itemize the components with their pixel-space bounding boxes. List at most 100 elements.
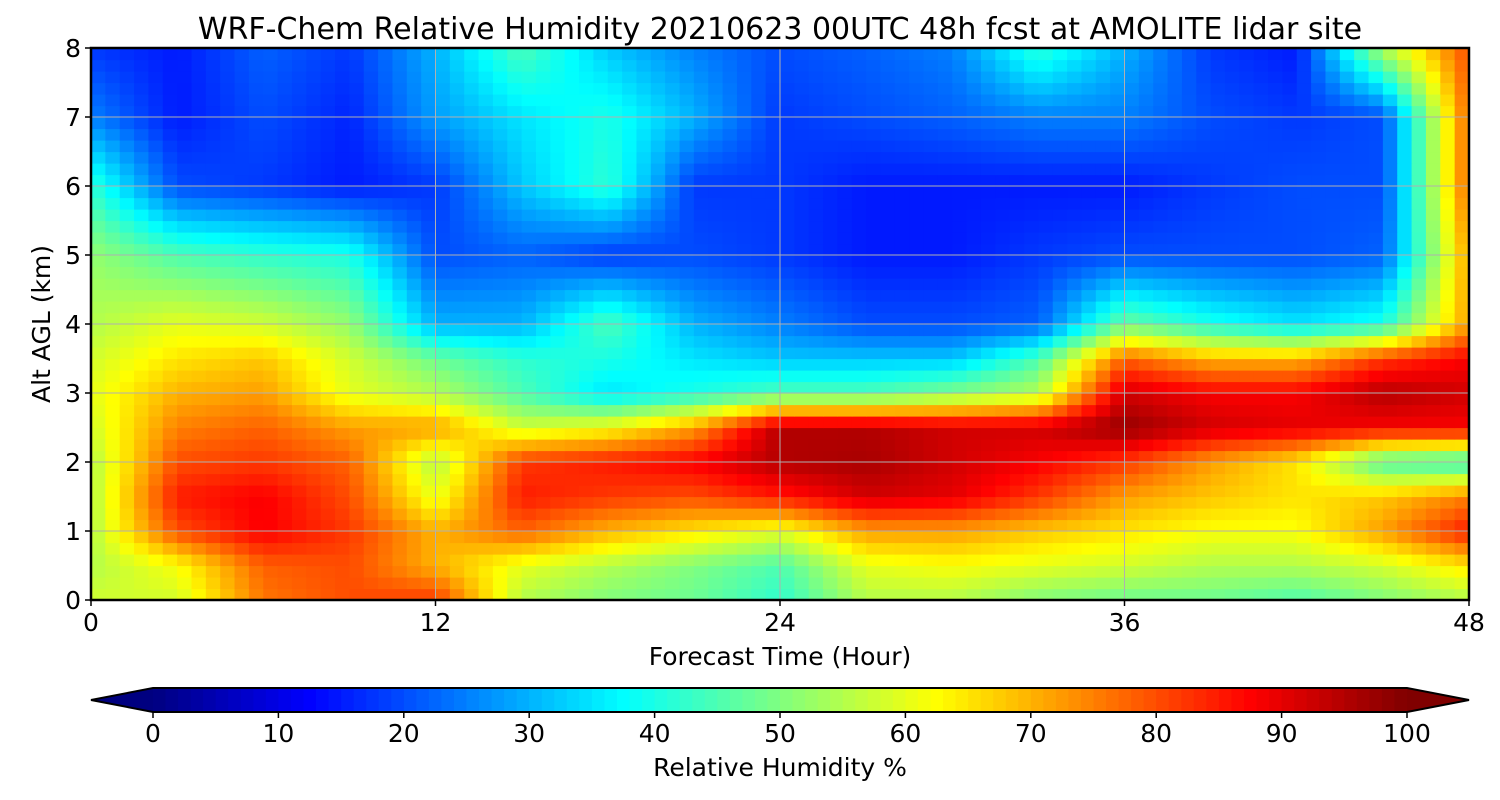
- heatmap-cell: [91, 565, 106, 578]
- heatmap-cell: [1239, 301, 1255, 314]
- heatmap-cell: [478, 71, 494, 84]
- heatmap-cell: [1354, 255, 1370, 268]
- heatmap-cell: [1368, 197, 1384, 210]
- colorbar-ticks: 0 10 20 30 40 50 60 70 80 90 100: [145, 712, 1431, 748]
- heatmap-cell: [306, 128, 322, 141]
- heatmap-cell: [1081, 186, 1097, 199]
- heatmap-cell: [679, 439, 695, 452]
- heatmap-cell: [851, 140, 867, 153]
- heatmap-cell: [277, 565, 293, 578]
- heatmap-cell: [349, 48, 365, 61]
- heatmap-cell: [722, 278, 738, 291]
- heatmap-cell: [607, 255, 623, 268]
- heatmap-cell: [1210, 439, 1226, 452]
- heatmap-cell: [105, 232, 121, 245]
- heatmap-cell: [220, 508, 236, 521]
- heatmap-cell: [1425, 117, 1441, 130]
- heatmap-cell: [708, 450, 724, 463]
- heatmap-cell: [1411, 243, 1427, 256]
- heatmap-cell: [808, 542, 824, 555]
- heatmap-cell: [119, 82, 135, 95]
- heatmap-cell: [1311, 519, 1327, 532]
- heatmap-cell: [1138, 508, 1154, 521]
- heatmap-cell: [765, 508, 781, 521]
- heatmap-cell: [105, 462, 121, 475]
- heatmap-cell: [1167, 450, 1183, 463]
- heatmap-cell: [1196, 335, 1212, 348]
- heatmap-cell: [177, 174, 193, 187]
- heatmap-cell: [880, 301, 896, 314]
- heatmap-cell: [1196, 542, 1212, 555]
- heatmap-cell: [435, 439, 451, 452]
- heatmap-cell: [823, 588, 839, 600]
- heatmap-cell: [1224, 163, 1240, 176]
- heatmap-cell: [579, 347, 594, 360]
- heatmap-cell: [91, 209, 106, 222]
- heatmap-cell: [1239, 48, 1255, 61]
- heatmap-cell: [119, 117, 135, 130]
- heatmap-cell: [349, 174, 365, 187]
- heatmap-cell: [507, 542, 523, 555]
- heatmap-cell: [378, 278, 394, 291]
- colorbar-segment: [491, 688, 505, 712]
- heatmap-cell: [722, 266, 738, 279]
- heatmap-cell: [593, 358, 609, 371]
- heatmap-cell: [579, 496, 594, 509]
- heatmap-cell: [1081, 393, 1097, 406]
- heatmap-cell: [1210, 531, 1226, 544]
- heatmap-cell: [1052, 117, 1068, 130]
- heatmap-cell: [579, 255, 594, 268]
- heatmap-cell: [665, 174, 681, 187]
- heatmap-cell: [277, 301, 293, 314]
- colorbar-segment: [1206, 688, 1220, 712]
- heatmap-cell: [937, 140, 953, 153]
- heatmap-cell: [521, 588, 537, 600]
- heatmap-cell: [378, 324, 394, 337]
- heatmap-cell: [363, 462, 379, 475]
- heatmap-cell: [607, 71, 623, 84]
- heatmap-cell: [1067, 163, 1083, 176]
- heatmap-cell: [320, 278, 336, 291]
- heatmap-cell: [708, 174, 724, 187]
- heatmap-cell: [363, 266, 379, 279]
- heatmap-cell: [693, 335, 709, 348]
- heatmap-cell: [1239, 243, 1255, 256]
- heatmap-cell: [1153, 71, 1169, 84]
- heatmap-cell: [1052, 427, 1068, 440]
- heatmap-cell: [1397, 347, 1413, 360]
- heatmap-cell: [923, 140, 939, 153]
- heatmap-cell: [866, 301, 882, 314]
- heatmap-cell: [1110, 140, 1126, 153]
- heatmap-cell: [148, 473, 164, 486]
- heatmap-cell: [1196, 370, 1212, 383]
- colorbar-segment: [1055, 688, 1070, 712]
- heatmap-cell: [1325, 243, 1341, 256]
- heatmap-cell: [234, 255, 250, 268]
- heatmap-cell: [91, 232, 106, 245]
- heatmap-cell: [1110, 393, 1126, 406]
- heatmap-cell: [1425, 151, 1441, 164]
- heatmap-cell: [1067, 186, 1083, 199]
- heatmap-cell: [1311, 94, 1327, 107]
- heatmap-cell: [1067, 59, 1083, 72]
- heatmap-cell: [1454, 347, 1469, 360]
- heatmap-cell: [751, 71, 767, 84]
- heatmap-cell: [449, 473, 465, 486]
- heatmap-cell: [449, 289, 465, 302]
- heatmap-cell: [449, 588, 465, 600]
- heatmap-cell: [1052, 381, 1068, 394]
- heatmap-cell: [808, 59, 824, 72]
- colorbar-segment: [278, 688, 292, 712]
- heatmap-cell: [363, 450, 379, 463]
- heatmap-cell: [837, 450, 853, 463]
- heatmap-cell: [1167, 128, 1183, 141]
- heatmap-cell: [665, 554, 681, 567]
- heatmap-cell: [693, 243, 709, 256]
- heatmap-cell: [1339, 439, 1355, 452]
- heatmap-cell: [1009, 174, 1025, 187]
- colorbar-segment: [855, 688, 869, 712]
- heatmap-cell: [1110, 59, 1126, 72]
- heatmap-cell: [1052, 324, 1068, 337]
- heatmap-cell: [650, 289, 666, 302]
- heatmap-cell: [291, 381, 307, 394]
